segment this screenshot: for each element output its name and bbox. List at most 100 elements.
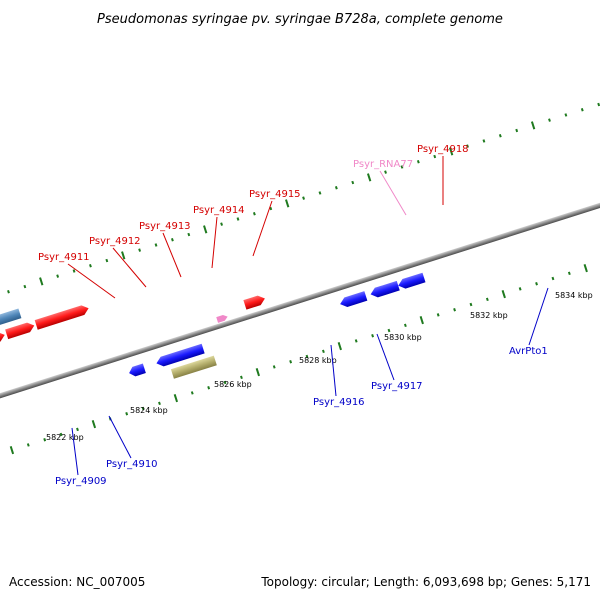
gene-label[interactable]: Psyr_4918 — [417, 144, 469, 155]
reverse-tick — [453, 307, 456, 312]
forward-tick — [220, 222, 224, 226]
forward-tick — [72, 269, 76, 273]
gene-label[interactable]: Psyr_4915 — [249, 189, 301, 200]
reverse-tick — [551, 276, 555, 281]
reverse-tick — [59, 432, 63, 437]
forward-tick — [466, 144, 469, 148]
reverse-tick — [485, 297, 489, 302]
forward-genes — [0, 294, 266, 350]
forward-tick — [548, 118, 551, 122]
reverse-tick — [501, 289, 506, 299]
kbp-label: 5824 kbp — [130, 406, 168, 415]
reverse-tick — [371, 333, 375, 338]
accession-label: Accession: NC_007005 — [9, 575, 145, 589]
reverse-tick — [223, 380, 227, 385]
gene-psyr-4914[interactable] — [0, 330, 6, 350]
map-title: Pseudomonas syringae pv. syringae B728a,… — [97, 12, 503, 27]
reverse-tick — [43, 438, 47, 442]
reverse-tick — [289, 359, 293, 364]
forward-tick — [580, 108, 584, 112]
gene-psyr-rna77[interactable] — [216, 314, 228, 323]
gene-label[interactable]: Psyr_4910 — [106, 459, 158, 470]
forward-tick — [236, 217, 240, 221]
gene-psyr-4916[interactable] — [155, 343, 205, 368]
forward-tick — [416, 160, 420, 164]
forward-tick — [334, 186, 338, 190]
callout-leader-line — [162, 232, 182, 278]
gene-psyr-4914a[interactable] — [0, 308, 22, 338]
kbp-label: 5830 kbp — [384, 333, 422, 342]
forward-tick — [138, 248, 142, 252]
reverse-tick — [535, 281, 538, 286]
gene-label[interactable]: AvrPto1 — [509, 346, 548, 357]
callout-leader-line — [67, 263, 116, 299]
forward-tick — [351, 180, 355, 185]
forward-tick — [448, 147, 454, 156]
reverse-tick — [91, 420, 97, 429]
forward-tick — [564, 113, 568, 117]
forward-tick — [285, 199, 290, 208]
gene-label[interactable]: Psyr_4911 — [38, 252, 90, 263]
gene-label[interactable]: Psyr_RNA77 — [353, 159, 413, 170]
kbp-label: 5822 kbp — [46, 433, 84, 442]
reverse-tick — [419, 316, 424, 325]
gene-psyr-4916a[interactable] — [128, 363, 146, 377]
kbp-label: 5828 kbp — [299, 356, 337, 365]
reverse-tick — [469, 302, 473, 307]
callout-leader-line — [528, 287, 549, 346]
reverse-tick — [322, 349, 325, 354]
gene-psyr-4918[interactable] — [243, 294, 266, 310]
forward-tick — [23, 284, 27, 289]
forward-strand-ticks — [7, 102, 600, 294]
genome-summary: Topology: circular; Length: 6,093,698 bp… — [260, 575, 591, 589]
forward-tick — [39, 277, 44, 286]
gene-label[interactable]: Psyr_4916 — [313, 397, 365, 408]
forward-tick — [105, 258, 109, 263]
forward-tick — [597, 102, 600, 107]
reverse-tick — [354, 339, 358, 343]
gene-avrpto1-b[interactable] — [369, 280, 400, 299]
gene-label[interactable]: Psyr_4912 — [89, 236, 141, 247]
reverse-tick — [518, 287, 522, 291]
callout-leader-line — [376, 333, 395, 381]
forward-tick — [530, 121, 536, 130]
genome-track — [0, 102, 600, 455]
gene-label[interactable]: Psyr_4909 — [55, 476, 107, 487]
forward-tick — [366, 173, 372, 182]
kbp-label: 5834 kbp — [555, 291, 593, 300]
forward-tick — [433, 154, 437, 159]
kbp-label: 5832 kbp — [470, 311, 508, 320]
forward-tick — [498, 134, 502, 138]
gene-label[interactable]: Psyr_4917 — [371, 381, 423, 392]
gene-psyr-4917[interactable] — [170, 355, 217, 379]
reverse-tick — [387, 328, 391, 333]
reverse-tick — [26, 443, 30, 447]
kbp-labels: 5822 kbp 5824 kbp 5826 kbp 5828 kbp 5830 kbp… — [46, 291, 593, 442]
reverse-tick — [190, 391, 194, 395]
forward-tick — [203, 225, 208, 234]
forward-tick — [400, 165, 404, 169]
reverse-tick — [567, 271, 571, 276]
reverse-tick — [125, 411, 129, 416]
callout-leader-line — [112, 247, 147, 288]
gene-label[interactable]: Psyr_4914 — [193, 205, 245, 216]
reverse-genes — [128, 272, 426, 379]
reverse-tick — [173, 394, 179, 403]
gene-avrpto1-a[interactable] — [339, 291, 368, 309]
genome-axis — [0, 146, 600, 455]
gene-psyr-4915a[interactable] — [5, 321, 36, 340]
forward-tick — [7, 290, 10, 294]
forward-tick — [171, 238, 174, 242]
gene-label[interactable]: Psyr_4913 — [139, 221, 191, 232]
forward-tick — [56, 274, 60, 278]
gene-psyr-4915[interactable] — [34, 304, 90, 330]
reverse-tick — [158, 401, 161, 406]
gene-avrpto1-c[interactable] — [397, 272, 426, 291]
forward-tick — [482, 139, 486, 143]
callout-leader-line — [108, 415, 132, 459]
callout-leader-line — [252, 200, 273, 257]
reverse-tick — [436, 313, 440, 317]
